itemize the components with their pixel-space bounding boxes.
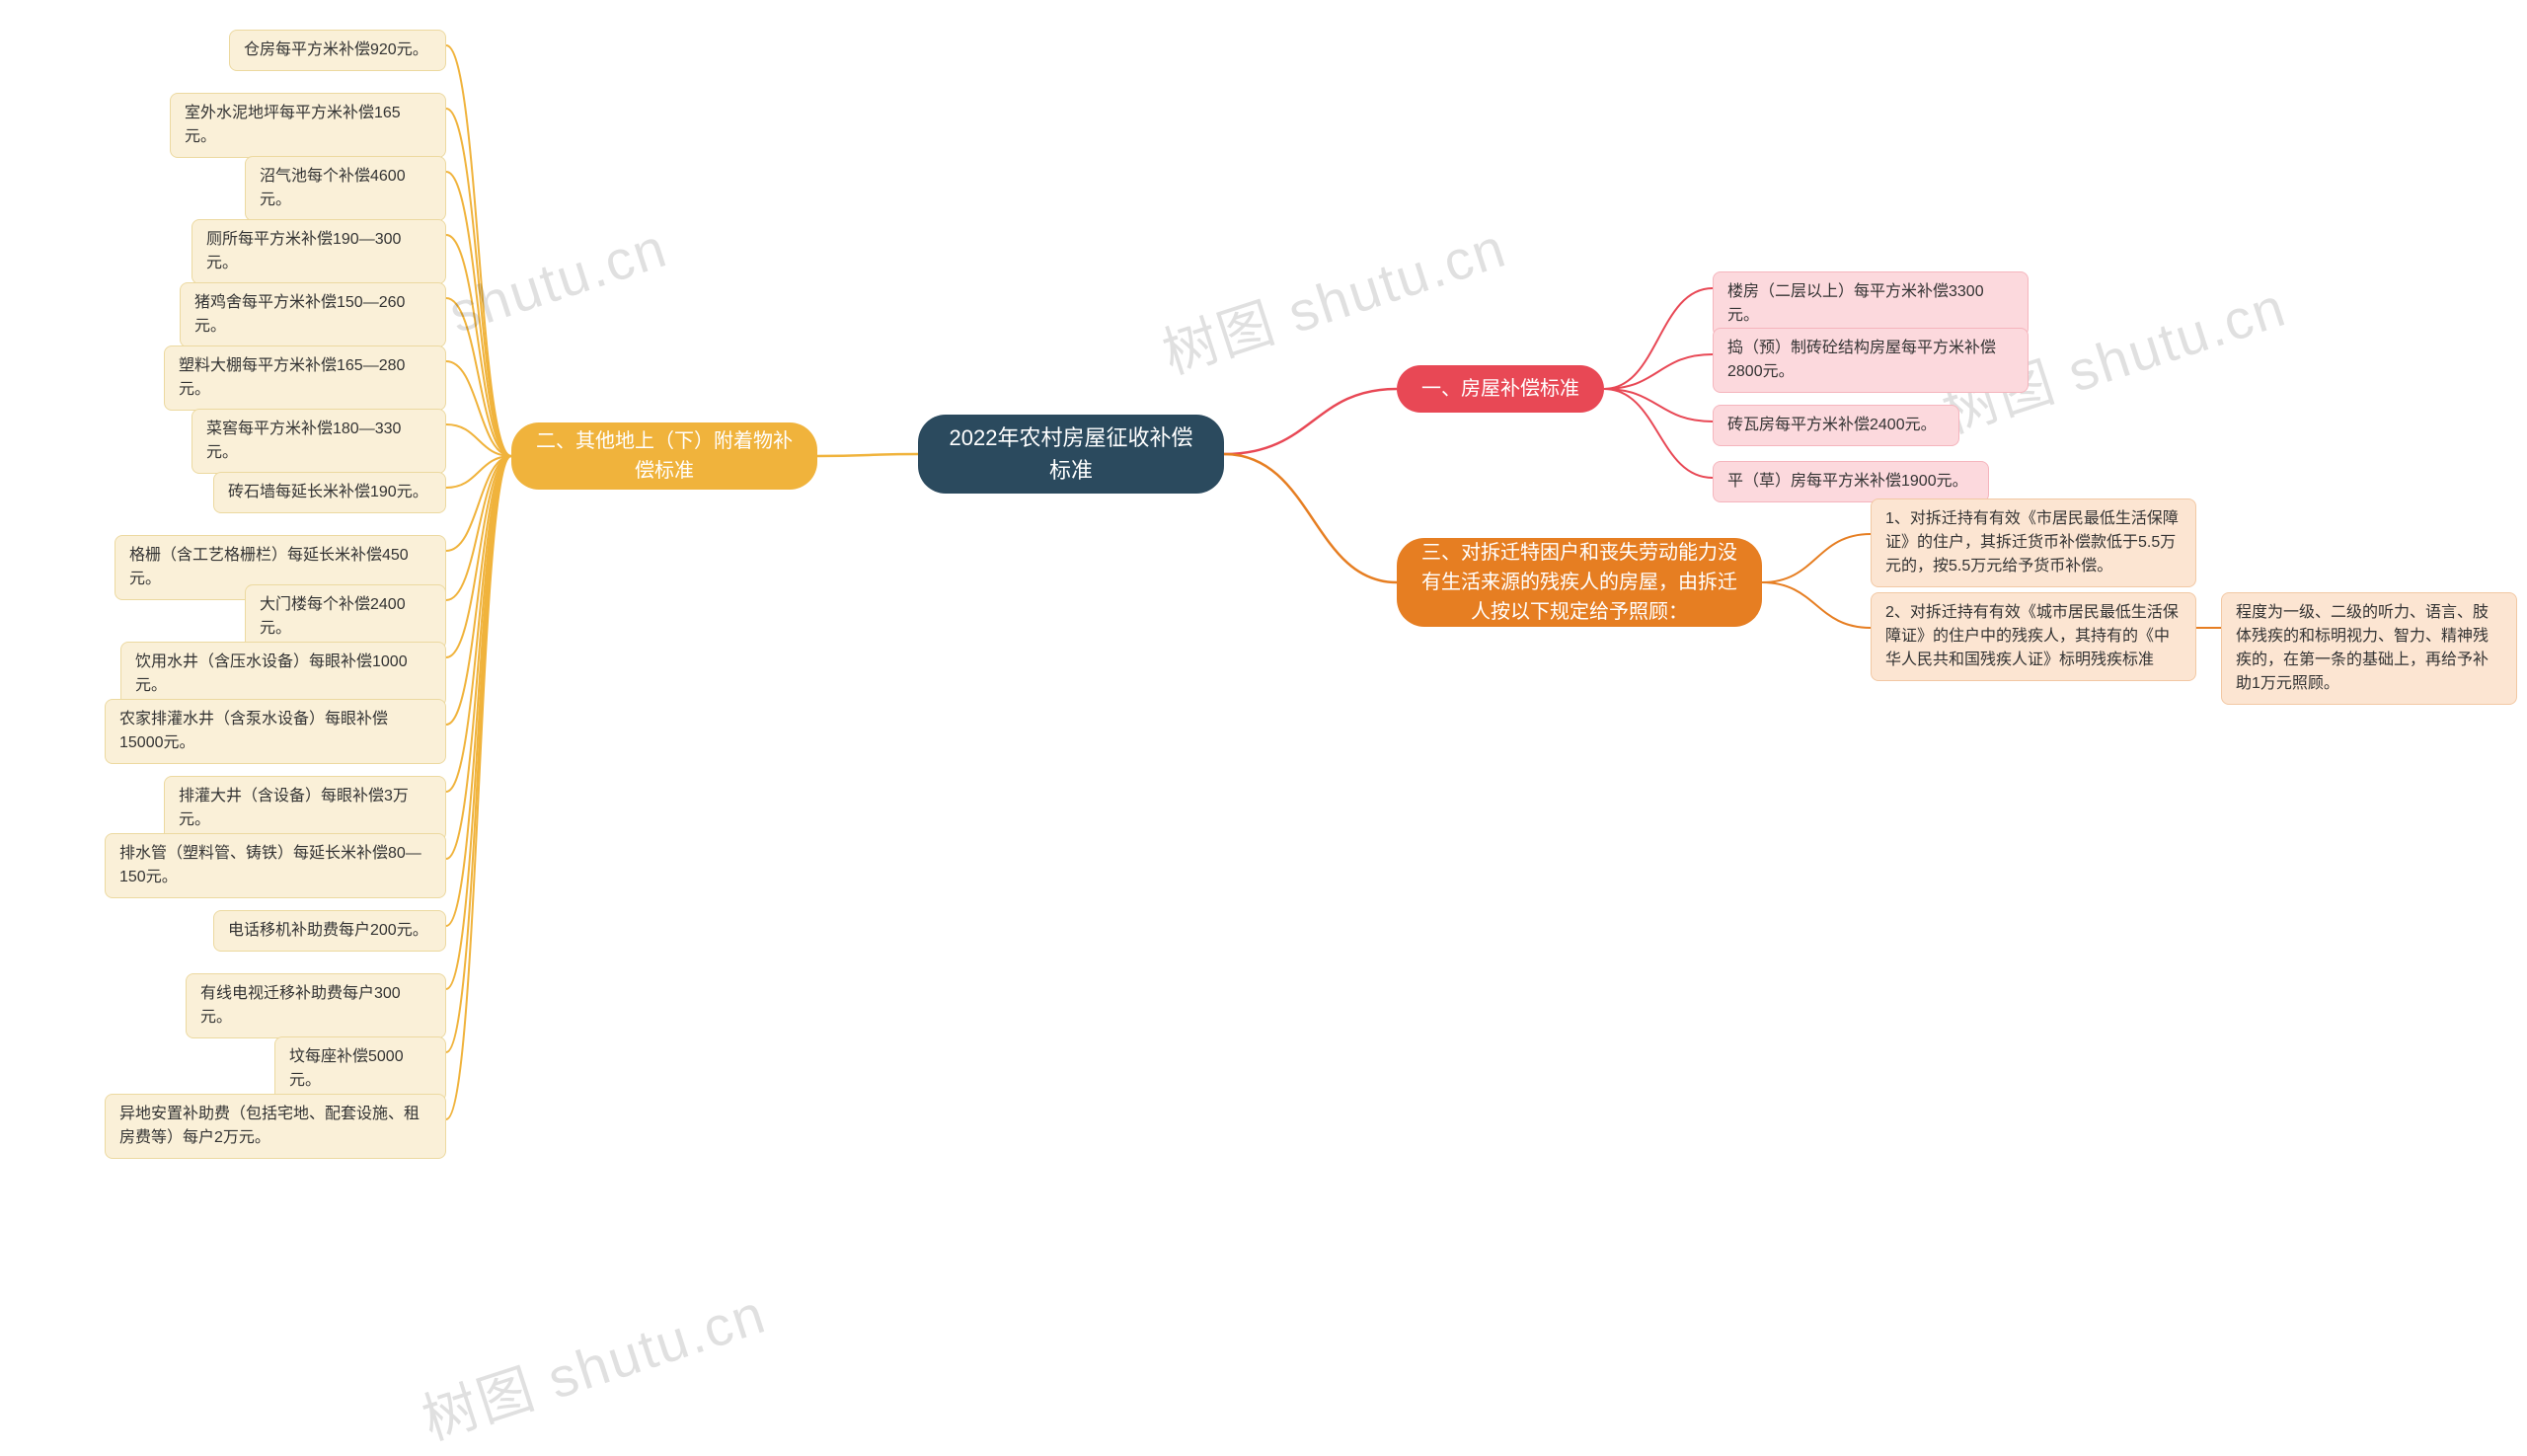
branch-node-2[interactable]: 二、其他地上（下）附着物补偿标准 [511,422,817,490]
branch-node-3[interactable]: 三、对拆迁特困户和丧失劳动能力没有生活来源的残疾人的房屋，由拆迁人按以下规定给予… [1397,538,1762,627]
leaf-node[interactable]: 程度为一级、二级的听力、语言、肢体残疾的和标明视力、智力、精神残疾的，在第一条的… [2221,592,2517,705]
watermark: 树图 shutu.cn [1151,203,1515,390]
branch-label: 二、其他地上（下）附着物补偿标准 [535,426,794,486]
leaf-node[interactable]: 坟每座补偿5000元。 [274,1036,446,1102]
leaf-node[interactable]: 猪鸡舍每平方米补偿150—260元。 [180,282,446,347]
leaf-node[interactable]: 砖石墙每延长米补偿190元。 [213,472,446,513]
leaf-text: 沼气池每个补偿4600元。 [260,168,406,208]
branch-label: 三、对拆迁特困户和丧失劳动能力没有生活来源的残疾人的房屋，由拆迁人按以下规定给予… [1420,538,1738,627]
leaf-node[interactable]: 捣（预）制砖砼结构房屋每平方米补偿2800元。 [1713,328,2029,393]
leaf-text: 2、对拆迁持有有效《城市居民最低生活保障证》的住户中的残疾人，其持有的《中华人民… [1885,604,2179,668]
leaf-text: 1、对拆迁持有有效《市居民最低生活保障证》的住户，其拆迁货币补偿款低于5.5万元… [1885,510,2179,575]
leaf-text: 格栅（含工艺格栅栏）每延长米补偿450元。 [129,547,409,587]
root-node[interactable]: 2022年农村房屋征收补偿标准 [918,415,1224,494]
leaf-node[interactable]: 砖瓦房每平方米补偿2400元。 [1713,405,1959,446]
leaf-node[interactable]: 排灌大井（含设备）每眼补偿3万元。 [164,776,446,841]
leaf-node[interactable]: 大门楼每个补偿2400元。 [245,584,446,650]
leaf-text: 砖瓦房每平方米补偿2400元。 [1727,417,1937,433]
leaf-text: 塑料大棚每平方米补偿165—280元。 [179,357,405,398]
leaf-text: 异地安置补助费（包括宅地、配套设施、租房费等）每户2万元。 [119,1106,420,1146]
leaf-text: 厕所每平方米补偿190—300元。 [206,231,401,271]
leaf-text: 电话移机补助费每户200元。 [228,922,428,939]
leaf-node[interactable]: 仓房每平方米补偿920元。 [229,30,446,71]
branch-node-1[interactable]: 一、房屋补偿标准 [1397,365,1604,413]
leaf-text: 饮用水井（含压水设备）每眼补偿1000元。 [135,653,408,694]
leaf-text: 仓房每平方米补偿920元。 [244,41,428,58]
leaf-text: 捣（预）制砖砼结构房屋每平方米补偿2800元。 [1727,340,1996,380]
leaf-text: 大门楼每个补偿2400元。 [260,596,406,637]
leaf-text: 平（草）房每平方米补偿1900元。 [1727,473,1968,490]
leaf-node[interactable]: 厕所每平方米补偿190—300元。 [191,219,446,284]
leaf-node[interactable]: 塑料大棚每平方米补偿165—280元。 [164,345,446,411]
branch-label: 一、房屋补偿标准 [1421,374,1579,404]
leaf-text: 砖石墙每延长米补偿190元。 [228,484,428,500]
leaf-text: 农家排灌水井（含泵水设备）每眼补偿15000元。 [119,711,388,751]
leaf-node[interactable]: 菜窖每平方米补偿180—330元。 [191,409,446,474]
root-label: 2022年农村房屋征收补偿标准 [942,421,1200,487]
leaf-node[interactable]: 有线电视迁移补助费每户300元。 [186,973,446,1038]
leaf-text: 菜窖每平方米补偿180—330元。 [206,421,401,461]
leaf-text: 楼房（二层以上）每平方米补偿3300元。 [1727,283,1984,324]
leaf-node[interactable]: 电话移机补助费每户200元。 [213,910,446,952]
leaf-node[interactable]: 异地安置补助费（包括宅地、配套设施、租房费等）每户2万元。 [105,1094,446,1159]
leaf-text: 排水管（塑料管、铸铁）每延长米补偿80—150元。 [119,845,421,885]
leaf-text: 程度为一级、二级的听力、语言、肢体残疾的和标明视力、智力、精神残疾的，在第一条的… [2236,604,2489,692]
leaf-node[interactable]: 农家排灌水井（含泵水设备）每眼补偿15000元。 [105,699,446,764]
leaf-node[interactable]: 平（草）房每平方米补偿1900元。 [1713,461,1989,502]
leaf-node[interactable]: 沼气池每个补偿4600元。 [245,156,446,221]
leaf-node[interactable]: 1、对拆迁持有有效《市居民最低生活保障证》的住户，其拆迁货币补偿款低于5.5万元… [1871,498,2196,587]
leaf-node[interactable]: 2、对拆迁持有有效《城市居民最低生活保障证》的住户中的残疾人，其持有的《中华人民… [1871,592,2196,681]
leaf-text: 室外水泥地坪每平方米补偿165元。 [185,105,401,145]
watermark: 树图 shutu.cn [411,1269,775,1456]
leaf-node[interactable]: 室外水泥地坪每平方米补偿165元。 [170,93,446,158]
leaf-node[interactable]: 排水管（塑料管、铸铁）每延长米补偿80—150元。 [105,833,446,898]
leaf-text: 有线电视迁移补助费每户300元。 [200,985,401,1026]
leaf-text: 坟每座补偿5000元。 [289,1048,404,1089]
leaf-node[interactable]: 饮用水井（含压水设备）每眼补偿1000元。 [120,642,446,707]
leaf-text: 排灌大井（含设备）每眼补偿3万元。 [179,788,409,828]
leaf-text: 猪鸡舍每平方米补偿150—260元。 [194,294,405,335]
